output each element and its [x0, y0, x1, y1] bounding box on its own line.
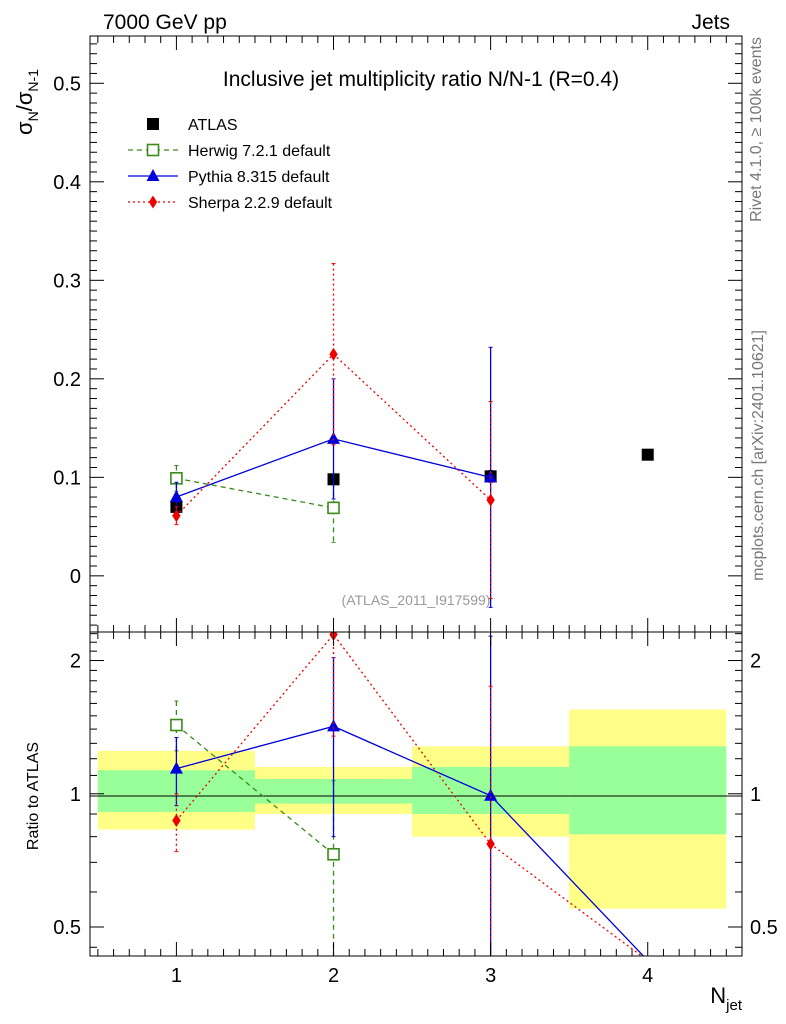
y-tick-label: 0.4	[53, 172, 81, 194]
ratio-line	[176, 725, 645, 956]
y-tick-label: 0.1	[53, 467, 81, 489]
legend-marker	[148, 195, 158, 209]
x-tick-label: 3	[485, 965, 496, 987]
ratio-line	[175, 633, 643, 956]
ratio-data-point	[172, 814, 181, 828]
data-point	[169, 490, 183, 503]
ratio-line	[175, 724, 334, 855]
y-tick-label: 0.5	[53, 73, 81, 95]
legend-label: ATLAS	[188, 117, 238, 134]
x-tick-label: 4	[642, 965, 653, 987]
ratio-ylabel: Ratio to ATLAS	[25, 742, 42, 850]
ratio-data-point	[486, 837, 495, 851]
legend-item: Pythia 8.315 default	[128, 169, 330, 186]
ylabel-sub1: N	[25, 111, 41, 121]
data-point	[486, 493, 495, 507]
ratio-series-sherpa	[172, 632, 643, 956]
x-tick-label: 2	[328, 965, 339, 987]
legend-item: Herwig 7.2.1 default	[128, 143, 331, 160]
ratio-series-herwig	[170, 700, 340, 956]
header-left: 7000 GeV pp	[103, 11, 227, 34]
data-point	[641, 448, 654, 461]
ratio-y-tick-label-right: 1	[750, 784, 761, 806]
ylabel-sep: /σ	[12, 91, 37, 111]
rivet-label: Rivet 4.1.0, ≥ 100k events	[748, 37, 765, 222]
series-sherpa	[172, 263, 495, 600]
legend-label: Pythia 8.315 default	[188, 169, 330, 186]
legend-marker	[146, 169, 160, 181]
data-point	[329, 347, 338, 361]
main-title: Inclusive jet multiplicity ratio N/N-1 (…	[223, 68, 619, 91]
ylabel-sub2: N-1	[25, 69, 41, 92]
ratio-data-point	[327, 847, 340, 861]
data-point	[172, 509, 181, 523]
legend-item: Sherpa 2.2.9 default	[128, 195, 333, 212]
ratio-panel: 0.5 0.5 1 1 2 2 1 2 3 4 Ratio to ATLAS Njet	[25, 631, 778, 1014]
legend: ATLAS Herwig 7.2.1 default Pythia 8.315 de…	[128, 117, 333, 212]
xlabel-sub: jet	[725, 997, 743, 1014]
analysis-label: (ATLAS_2011_I917599)	[342, 592, 491, 608]
legend-label: Herwig 7.2.1 default	[188, 143, 331, 160]
ylabel-sigma: σ	[12, 121, 37, 135]
series-pythia	[169, 346, 498, 608]
header-right: Jets	[691, 11, 730, 34]
y-tick-label: 0.3	[53, 270, 81, 292]
y-tick-label: 0	[70, 566, 81, 588]
legend-label: Sherpa 2.2.9 default	[188, 195, 333, 212]
xlabel-base: N	[710, 983, 726, 1008]
legend-item: ATLAS	[147, 117, 238, 134]
ratio-series	[169, 632, 645, 956]
main-ticks: 0 0.1 0.2 0.3 0.4 0.5	[53, 36, 742, 632]
ratio-y-tick-label-right: 0.5	[750, 917, 778, 939]
data-point	[327, 431, 341, 444]
ratio-data-point	[169, 761, 183, 774]
legend-marker	[147, 118, 159, 130]
ratio-data-point	[327, 719, 341, 732]
ratio-xlabel: Njet	[710, 983, 743, 1014]
ratio-y-tick-label: 1	[70, 784, 81, 806]
main-panel: 0 0.1 0.2 0.3 0.4 0.5 Inclusive jet multiplic…	[12, 35, 743, 633]
ratio-bands	[97, 709, 727, 909]
y-tick-label: 0.2	[53, 369, 81, 391]
legend-marker	[146, 143, 160, 157]
data-point	[327, 501, 340, 515]
data-point	[484, 470, 498, 483]
mcplots-label: mcplots.cern.ch [arXiv:2401.10621]	[750, 330, 767, 581]
ratio-y-tick-label-right: 2	[750, 651, 761, 673]
ratio-ticks: 0.5 0.5 1 1 2 2 1 2 3 4	[53, 632, 778, 987]
svg-text:σN/σN-1: σN/σN-1	[12, 69, 41, 135]
ratio-data-point	[170, 718, 183, 732]
uncertainty-band-inner	[569, 746, 727, 835]
ratio-data-point	[484, 788, 498, 801]
ratio-y-tick-label: 0.5	[53, 917, 81, 939]
x-tick-label: 1	[171, 965, 182, 987]
ratio-y-tick-label: 2	[70, 651, 81, 673]
series-line	[176, 477, 334, 509]
main-ylabel: σN/σN-1	[12, 69, 41, 135]
series-herwig	[170, 465, 340, 543]
main-series	[169, 263, 654, 608]
